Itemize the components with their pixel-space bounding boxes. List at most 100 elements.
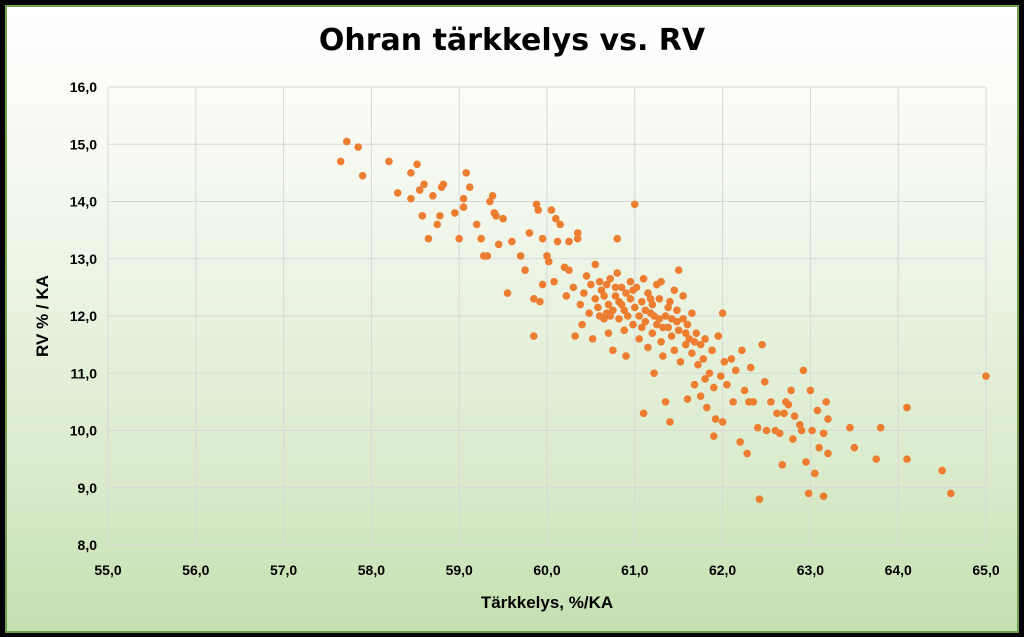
data-point [681, 340, 690, 349]
data-point [488, 191, 497, 200]
data-point [729, 398, 737, 406]
data-point [562, 292, 571, 300]
data-point [600, 315, 608, 323]
chart-title: Ohran tärkkelys vs. RV [318, 23, 706, 58]
data-point [573, 229, 582, 237]
data-point [688, 309, 696, 317]
data-point [336, 157, 345, 166]
data-point [797, 426, 806, 435]
data-point [775, 429, 784, 438]
data-point [666, 418, 674, 426]
data-point [876, 423, 885, 432]
data-point [617, 283, 626, 292]
data-point [615, 297, 623, 306]
data-point [650, 369, 658, 378]
data-point [824, 449, 832, 458]
data-point [736, 438, 744, 446]
x-tick-label: 64,0 [885, 562, 912, 578]
data-point [780, 409, 788, 418]
data-point [664, 303, 672, 312]
data-point [762, 426, 771, 435]
data-point [710, 432, 718, 441]
data-point [784, 400, 793, 409]
data-point [420, 180, 428, 189]
data-point [433, 220, 442, 229]
data-point [819, 429, 828, 438]
data-point [597, 286, 606, 295]
data-point [591, 295, 600, 303]
data-point [547, 206, 556, 214]
data-point [639, 409, 648, 418]
data-point [740, 386, 749, 395]
data-point [407, 169, 415, 177]
data-point [681, 329, 690, 337]
y-tick-label: 11,0 [71, 365, 98, 381]
data-point [553, 237, 562, 246]
data-point [530, 332, 538, 340]
data-point [459, 203, 468, 212]
data-point [708, 346, 716, 355]
data-point [483, 252, 492, 260]
data-point [655, 295, 664, 303]
data-point [521, 266, 529, 275]
data-point [629, 320, 637, 329]
data-point [600, 292, 608, 300]
data-point [503, 289, 512, 297]
data-point [694, 360, 702, 369]
data-point [743, 449, 751, 458]
data-point [667, 315, 676, 323]
data-point [622, 352, 630, 360]
data-point [650, 312, 658, 320]
data-point [620, 326, 629, 335]
data-point [415, 186, 424, 194]
data-point [587, 280, 595, 289]
data-point [657, 277, 665, 286]
data-point [738, 346, 746, 355]
data-point [641, 317, 650, 326]
data-point [644, 289, 652, 297]
data-point [749, 398, 758, 406]
data-point [544, 257, 553, 266]
data-point [699, 355, 708, 363]
data-point [773, 409, 781, 418]
data-point [903, 403, 911, 412]
data-point [629, 286, 637, 295]
data-point [407, 194, 415, 203]
data-point [690, 337, 699, 346]
y-tick-label: 14,0 [70, 194, 97, 210]
data-point [418, 212, 427, 220]
data-point [492, 212, 500, 220]
data-point [659, 323, 667, 332]
data-point [806, 386, 815, 395]
data-point [644, 343, 652, 352]
data-point [947, 489, 955, 498]
chart-frame: Ohran tärkkelys vs. RV 55,0 56,0 57,0 58,0 5… [5, 5, 1019, 633]
data-point [594, 303, 602, 312]
data-point [701, 375, 709, 383]
data-point [595, 277, 604, 286]
data-point [578, 320, 586, 329]
x-tick-label: 59,0 [446, 562, 473, 578]
data-point [508, 237, 516, 246]
data-point [565, 237, 573, 246]
data-point [661, 398, 670, 406]
data-point [604, 300, 613, 309]
data-point [556, 220, 564, 229]
data-point [532, 200, 541, 209]
y-tick-label: 9,0 [78, 480, 98, 496]
data-point [753, 423, 762, 432]
data-point [620, 306, 629, 315]
scatter-plot: 55,0 56,0 57,0 58,0 59,0 60,0 61,0 62,0 63,0 64,0… [33, 79, 1000, 612]
data-point [571, 332, 579, 340]
data-point [702, 403, 711, 412]
data-point [622, 289, 630, 297]
data-points [336, 137, 990, 504]
data-point [591, 260, 600, 269]
data-point [673, 306, 681, 315]
data-point [872, 455, 881, 463]
data-point [789, 435, 797, 443]
data-point [648, 300, 657, 309]
data-point [477, 234, 485, 243]
data-point [676, 358, 685, 366]
data-point [813, 406, 822, 415]
